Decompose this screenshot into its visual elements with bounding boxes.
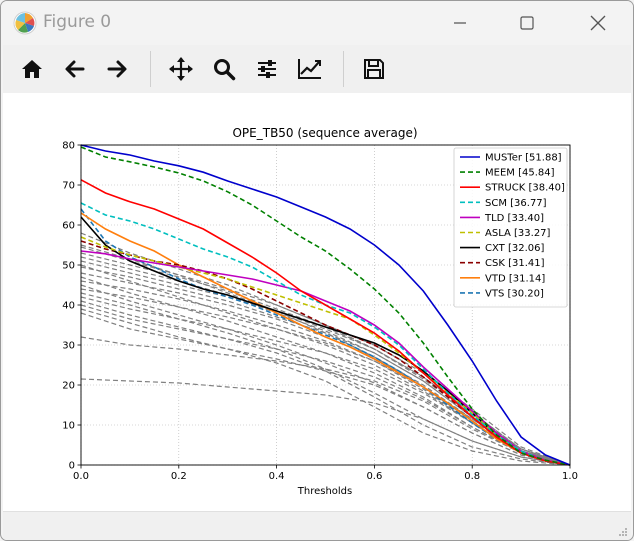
- x-tick-label: 0.2: [171, 471, 187, 482]
- move-icon: [169, 57, 193, 81]
- main-series: [80, 144, 571, 466]
- zoom-button[interactable]: [207, 52, 241, 86]
- save-button[interactable]: [357, 52, 391, 86]
- figure-canvas[interactable]: OPE_TB50 (sequence average) 0.0 0.2 0.4 0.6…: [3, 93, 631, 511]
- y-tick-label: 20: [62, 381, 75, 392]
- maximize-button[interactable]: [504, 1, 550, 45]
- legend-entry: CSK [31.41]: [485, 258, 545, 269]
- x-tick-label: 0.0: [73, 471, 89, 482]
- magnifier-icon: [214, 59, 236, 81]
- legend-entry: VTD [31.14]: [485, 273, 545, 284]
- precision-chart: OPE_TB50 (sequence average) 0.0 0.2 0.4 0.6…: [62, 126, 578, 497]
- floppy-disk-icon: [364, 59, 384, 79]
- series-line: [80, 212, 571, 466]
- y-tick-label: 60: [62, 221, 75, 232]
- background-series-line: [80, 336, 571, 466]
- legend-box: [453, 147, 568, 308]
- toolbar-separator: [150, 51, 151, 87]
- x-tick-label: 0.6: [366, 471, 382, 482]
- y-tick-label: 80: [62, 141, 75, 152]
- legend-entry: STRUCK [38.40]: [485, 183, 565, 194]
- forward-button[interactable]: [100, 52, 134, 86]
- maximize-icon: [520, 16, 534, 30]
- x-tick-label: 0.8: [464, 471, 480, 482]
- close-icon: [590, 15, 606, 31]
- chart-title: OPE_TB50 (sequence average): [232, 126, 417, 140]
- matplotlib-logo-icon: [13, 11, 37, 35]
- background-series-line: [80, 252, 571, 466]
- y-tick-label: 0: [69, 461, 75, 472]
- background-series-line: [80, 276, 571, 466]
- legend-entry: CXT [32.06]: [485, 243, 544, 254]
- legend-entry: ASLA [33.27]: [485, 228, 551, 239]
- arrow-left-icon: [65, 60, 85, 78]
- chart-legend: MUSTer [51.88] MEEM [45.84] STRUCK [38.40]…: [453, 147, 568, 308]
- series-line: [80, 208, 571, 466]
- back-button[interactable]: [58, 52, 92, 86]
- series-line: [80, 179, 571, 466]
- y-tick-label: 50: [62, 261, 75, 272]
- status-bar: [3, 511, 631, 540]
- background-series-line: [80, 312, 571, 466]
- resize-grip-icon[interactable]: [618, 527, 628, 537]
- x-axis-label: Thresholds: [297, 486, 353, 497]
- series-line: [80, 146, 571, 466]
- axis-ticks: 0.0 0.2 0.4 0.6 0.8 1.0 0 10 20 30 40 50 60 70 80: [62, 141, 578, 483]
- y-tick-label: 30: [62, 341, 75, 352]
- home-button[interactable]: [15, 52, 49, 86]
- background-series-line: [80, 300, 571, 466]
- y-tick-label: 10: [62, 421, 75, 432]
- minimize-icon: [454, 22, 466, 24]
- legend-entry: TLD [33.40]: [484, 213, 544, 224]
- legend-entry: VTS [30.20]: [485, 288, 544, 299]
- background-series-line: [80, 284, 571, 466]
- window-title: Figure 0: [43, 12, 112, 32]
- background-series-line: [80, 304, 571, 466]
- x-tick-label: 1.0: [562, 471, 578, 482]
- x-tick-label: 0.4: [269, 471, 285, 482]
- configure-subplots-button[interactable]: [250, 52, 284, 86]
- y-tick-label: 70: [62, 181, 75, 192]
- chart-line-icon: [298, 59, 321, 79]
- y-tick-label: 40: [62, 301, 75, 312]
- pan-button[interactable]: [164, 52, 198, 86]
- series-line: [80, 144, 571, 466]
- legend-entry: MUSTer [51.88]: [485, 153, 562, 164]
- title-bar[interactable]: Figure 0: [1, 1, 633, 45]
- legend-entry: SCM [36.77]: [485, 198, 547, 209]
- legend-entry: MEEM [45.84]: [485, 168, 555, 179]
- toolbar-separator: [343, 51, 344, 87]
- sliders-icon: [258, 60, 276, 78]
- close-button[interactable]: [575, 1, 621, 45]
- arrow-right-icon: [107, 60, 127, 78]
- background-series-line: [80, 256, 571, 466]
- minimize-button[interactable]: [437, 1, 483, 45]
- background-series-line: [80, 280, 571, 466]
- home-icon: [22, 60, 42, 78]
- background-series-line: [80, 308, 571, 466]
- background-series-line: [80, 378, 571, 466]
- background-series-line: [80, 292, 571, 466]
- navigation-toolbar: [3, 45, 631, 93]
- series-line: [80, 240, 571, 466]
- edit-axis-button[interactable]: [293, 52, 327, 86]
